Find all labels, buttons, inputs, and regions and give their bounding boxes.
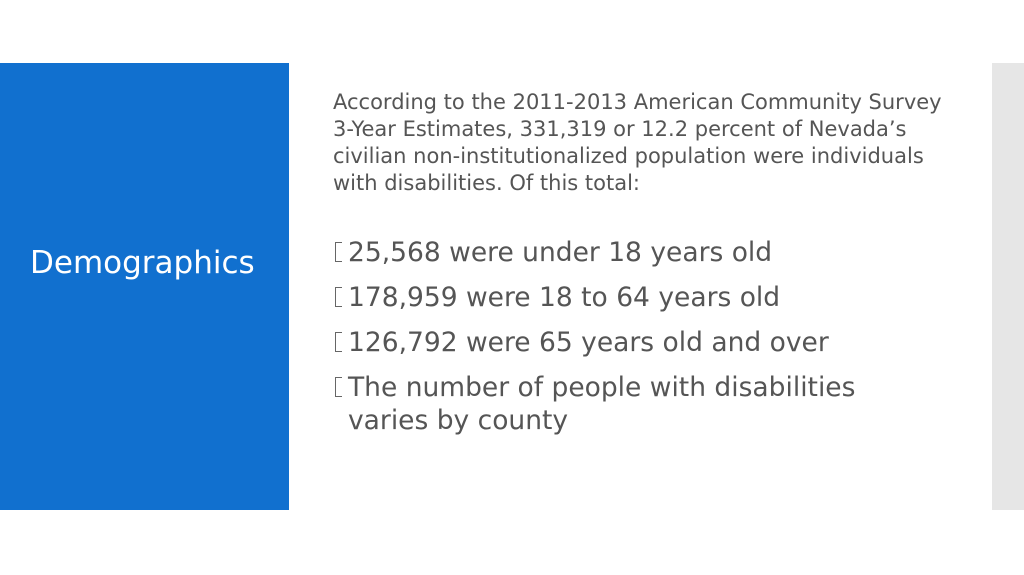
bullet: 126,792 were 65 years old and over [333, 326, 933, 359]
bullet: 25,568 were under 18 years old [333, 236, 933, 269]
intro-text: According to the 2011-2013 American Comm… [333, 90, 942, 195]
side-bar [992, 63, 1024, 510]
bullet-list: 25,568 were under 18 years old 178,959 we… [333, 236, 933, 449]
title-panel [0, 63, 289, 510]
bullet: The number of people with disabilities v… [333, 371, 933, 437]
bullet: 178,959 were 18 to 64 years old [333, 281, 933, 314]
slide-title: Demographics [30, 245, 255, 281]
